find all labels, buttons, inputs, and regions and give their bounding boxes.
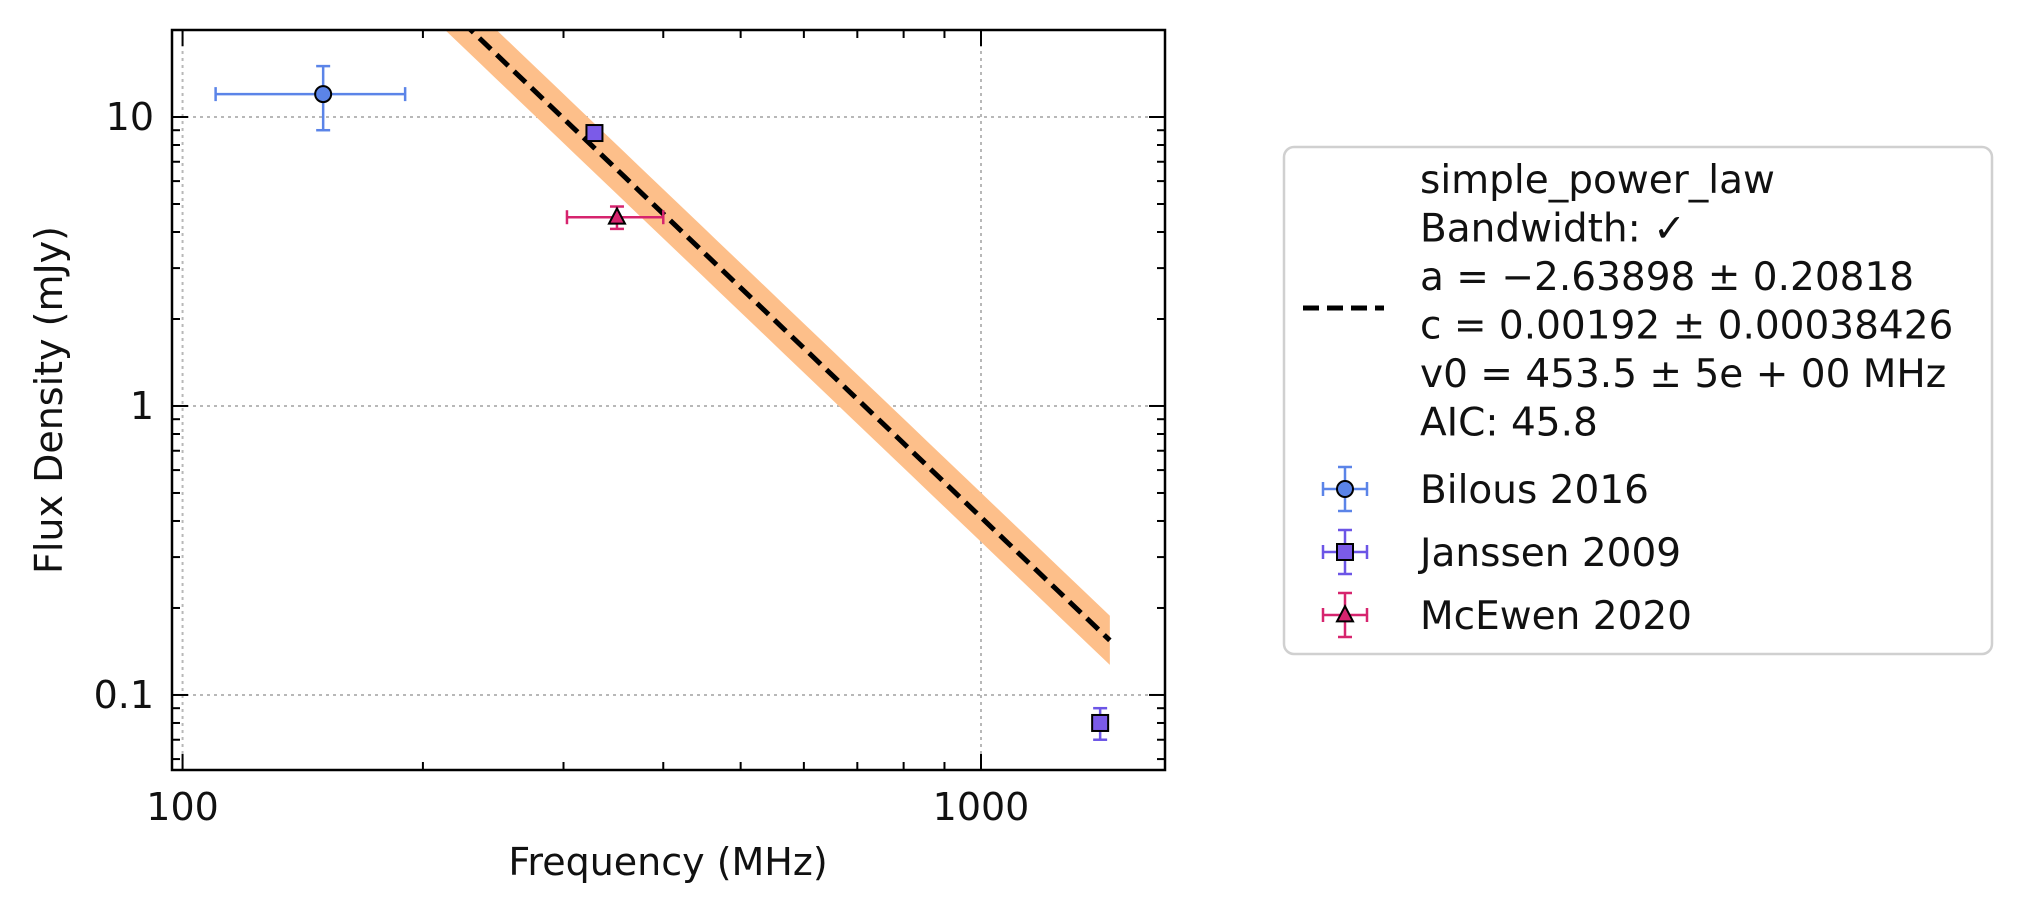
legend-series-entries: Bilous 2016 Janssen 2009 McEwen 2020 [1321,465,1692,639]
x-tick-label: 100 [146,785,219,829]
y-axis-label: Flux Density (mJy) [27,226,71,574]
legend-series-label: McEwen 2020 [1420,594,1692,639]
legend-fit-line-text: c = 0.00192 ± 0.00038426 [1420,304,1953,349]
fit-line-layer [467,30,1112,643]
y-tick-label: 10 [106,95,154,139]
axis-ticks: 100 1000 0.1 1 10 [94,29,1165,829]
fit-uncertainty-band [445,30,1110,665]
legend-fit-line-text: Bandwidth: ✓ [1420,207,1686,252]
legend-fit-line-text: simple_power_law [1420,158,1775,203]
legend-series-label: Bilous 2016 [1420,468,1649,513]
data-point [1091,713,1110,732]
y-tick-label: 0.1 [94,673,154,717]
legend-marker [1336,480,1354,498]
grid-lines [172,30,1165,770]
data-point [314,85,333,104]
data-points-layer [214,64,1110,741]
legend-box [1282,145,1994,656]
legend-marker [1336,543,1354,561]
fit-line [467,30,1112,643]
x-axis-label: Frequency (MHz) [508,840,827,884]
legend-series-label: Janssen 2009 [1417,531,1681,576]
legend-marker [1335,604,1355,623]
y-tick-label: 1 [130,384,154,428]
legend-fit-line-text: a = −2.63898 ± 0.20818 [1420,255,1914,300]
data-point [585,124,604,143]
plot-frame [170,28,1167,772]
legend-fit-line-text: v0 = 453.5 ± 5e + 00 MHz [1420,352,1946,397]
legend-fit-line-text: AIC: 45.8 [1420,401,1598,446]
data-point [607,206,627,225]
fit-band-layer [445,30,1110,665]
x-tick-label: 1000 [933,785,1030,829]
